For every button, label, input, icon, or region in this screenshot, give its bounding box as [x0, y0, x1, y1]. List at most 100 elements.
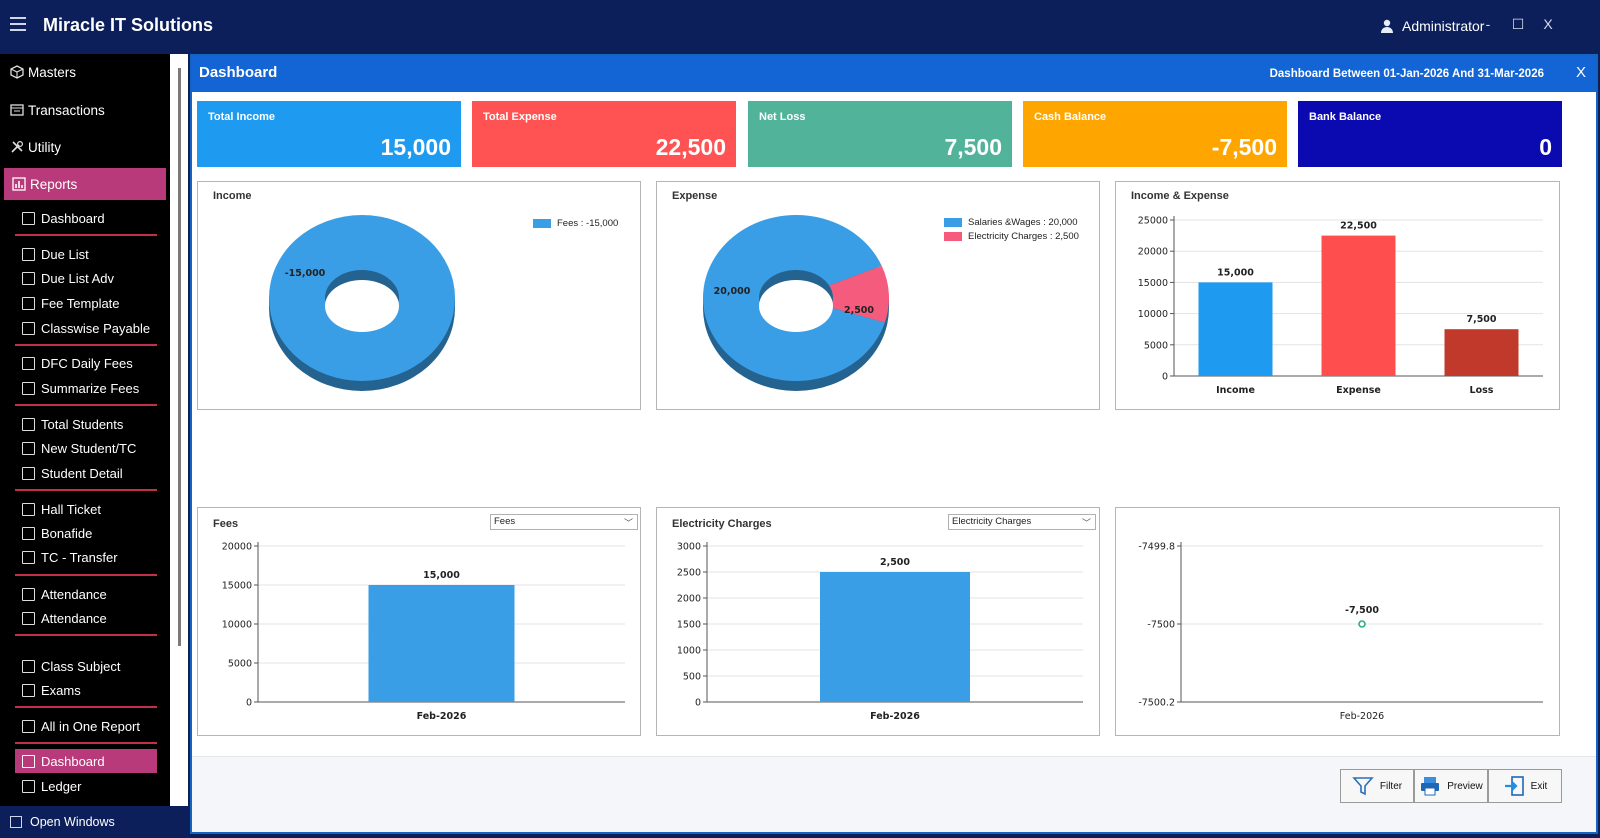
sidebar-sub-total-students[interactable]: Total Students — [22, 412, 162, 436]
card-value: 7,500 — [944, 134, 1002, 160]
y-tick-label: 15000 — [1138, 278, 1168, 289]
electricity-dropdown[interactable]: Electricity Charges ﹀ — [948, 514, 1096, 530]
sidebar-sub-tc-transfer[interactable]: TC - Transfer — [22, 545, 162, 569]
sidebar-item-masters[interactable]: Masters — [0, 56, 170, 88]
certificate-icon — [22, 526, 35, 540]
data-label: 2,500 — [880, 557, 910, 568]
y-tick-label: 0 — [246, 698, 252, 709]
summary-card-cash-balance: Cash Balance -7,500 — [1023, 101, 1287, 167]
chart-title: Income & Expense — [1131, 190, 1229, 202]
sidebar-sub-all-in-one-report[interactable]: All in One Report — [22, 714, 162, 738]
sidebar-item-label: Due List — [41, 246, 89, 262]
button-label: Preview — [1447, 780, 1483, 792]
ticket-icon — [22, 502, 35, 516]
sidebar-sub-summarize-fees[interactable]: Summarize Fees — [22, 376, 162, 400]
y-tick-label: -7499.8 — [1138, 542, 1175, 553]
card-value: 0 — [1539, 134, 1552, 160]
close-dashboard-button[interactable]: X — [1575, 64, 1586, 81]
legend-label: Salaries &Wages : 20,000 — [968, 216, 1078, 228]
bar — [1198, 282, 1273, 376]
document-icon — [22, 550, 35, 564]
sidebar-sub-dashboard-active[interactable]: Dashboard — [15, 749, 157, 773]
y-tick-label: 20000 — [222, 542, 252, 553]
sidebar-sub-due-list[interactable]: Due List — [22, 242, 162, 266]
expense-chart-panel: Expense Salaries &Wages : 20,000 Electric… — [656, 181, 1100, 410]
data-label: -15,000 — [285, 268, 326, 279]
sidebar-item-label: Reports — [30, 176, 78, 192]
sidebar-item-label: Attendance — [41, 586, 107, 602]
footer-toolbar: Filter Preview Exit — [192, 756, 1596, 832]
sidebar-item-reports[interactable]: Reports — [4, 168, 166, 200]
y-tick-label: 25000 — [1138, 216, 1168, 227]
document-icon — [22, 321, 35, 335]
chart-legend: Salaries &Wages : 20,000 Electricity Char… — [944, 215, 1079, 243]
data-label: 2,500 — [844, 305, 874, 316]
bar-chart-icon — [22, 719, 35, 733]
sidebar-sub-new-student-tc[interactable]: New Student/TC — [22, 436, 162, 460]
filter-button[interactable]: Filter — [1340, 769, 1414, 803]
stopwatch-icon — [22, 381, 35, 395]
fees-dropdown[interactable]: Fees ﹀ — [490, 514, 638, 530]
y-tick-label: -7500 — [1147, 620, 1175, 631]
chevron-down-icon: ﹀ — [623, 518, 633, 528]
y-tick-label: 10000 — [1138, 309, 1168, 320]
donut-hole — [325, 280, 399, 332]
data-label: 22,500 — [1340, 221, 1377, 232]
dashboard-date-range: Dashboard Between 01-Jan-2026 And 31-Mar… — [1269, 68, 1544, 80]
sidebar-sub-fee-template[interactable]: Fee Template — [22, 291, 162, 315]
income-chart-panel: Income Fees : -15,000 -15,000 — [197, 181, 641, 410]
sidebar-sub-attendance-2[interactable]: Attendance — [22, 606, 162, 630]
document-icon — [22, 247, 35, 261]
sidebar-item-label: Fee Template — [41, 295, 120, 311]
button-label: Filter — [1379, 780, 1403, 792]
sidebar-scrollbar-thumb[interactable] — [178, 68, 181, 646]
open-windows-bar[interactable]: Open Windows — [0, 806, 188, 838]
summary-card-bank-balance: Bank Balance 0 — [1298, 101, 1562, 167]
sidebar-sub-bonafide[interactable]: Bonafide — [22, 521, 162, 545]
exit-button[interactable]: Exit — [1488, 769, 1562, 803]
sidebar-item-label: Total Students — [41, 416, 124, 432]
minimize-button[interactable]: - — [1485, 16, 1491, 32]
sidebar-item-utility[interactable]: Utility — [0, 131, 170, 163]
document-icon — [22, 296, 35, 310]
sidebar-sub-classwise-payable[interactable]: Classwise Payable — [22, 316, 162, 340]
bar — [1321, 235, 1396, 376]
y-tick-label: 3000 — [677, 542, 701, 553]
preview-button[interactable]: Preview — [1414, 769, 1488, 803]
sidebar-sub-hall-ticket[interactable]: Hall Ticket — [22, 497, 162, 521]
sidebar-sub-exams[interactable]: Exams — [22, 678, 162, 702]
divider — [15, 706, 157, 708]
sidebar-sub-dfc-daily-fees[interactable]: DFC Daily Fees — [22, 351, 162, 375]
summary-card-total-expense: Total Expense 22,500 — [472, 101, 736, 167]
sidebar-sub-class-subject[interactable]: Class Subject — [22, 654, 162, 678]
sidebar-item-label: Dashboard — [41, 753, 105, 769]
y-tick-label: 15000 — [222, 581, 252, 592]
income-donut-chart: -15,000 — [269, 215, 455, 391]
sidebar-sub-attendance-1[interactable]: Attendance — [22, 582, 162, 606]
legend-swatch — [533, 218, 551, 228]
data-point — [1358, 620, 1366, 628]
sidebar-sub-due-list-adv[interactable]: Due List Adv — [22, 266, 162, 290]
balance-point-chart: -7500.2 -7500 -7499.8 -7,500 Feb-2026 — [1138, 542, 1543, 722]
maximize-button[interactable]: ☐ — [1511, 16, 1525, 32]
user-menu[interactable]: Administrator — [1380, 18, 1484, 34]
sidebar-sub-student-detail[interactable]: Student Detail — [22, 461, 162, 485]
sidebar-item-label: Utility — [28, 139, 61, 155]
document-icon — [22, 271, 35, 285]
close-app-button[interactable]: X — [1543, 16, 1553, 32]
chart-title: Expense — [672, 190, 718, 202]
hamburger-menu-icon[interactable] — [10, 17, 26, 31]
divider — [15, 489, 157, 491]
y-tick-label: -7500.2 — [1138, 698, 1175, 709]
user-icon — [22, 466, 35, 480]
x-tick-label: Feb-2026 — [870, 711, 920, 722]
sidebar-sub-ledger[interactable]: Ledger — [22, 774, 162, 798]
sidebar-sub-dashboard[interactable]: Dashboard — [22, 206, 162, 230]
sidebar-item-transactions[interactable]: Transactions — [0, 94, 170, 126]
sidebar-item-label: All in One Report — [41, 718, 140, 734]
data-label: 7,500 — [1466, 314, 1496, 325]
edit-icon — [22, 683, 35, 697]
tools-icon — [10, 140, 24, 154]
data-label: 15,000 — [423, 570, 460, 581]
refresh-icon — [22, 441, 35, 455]
